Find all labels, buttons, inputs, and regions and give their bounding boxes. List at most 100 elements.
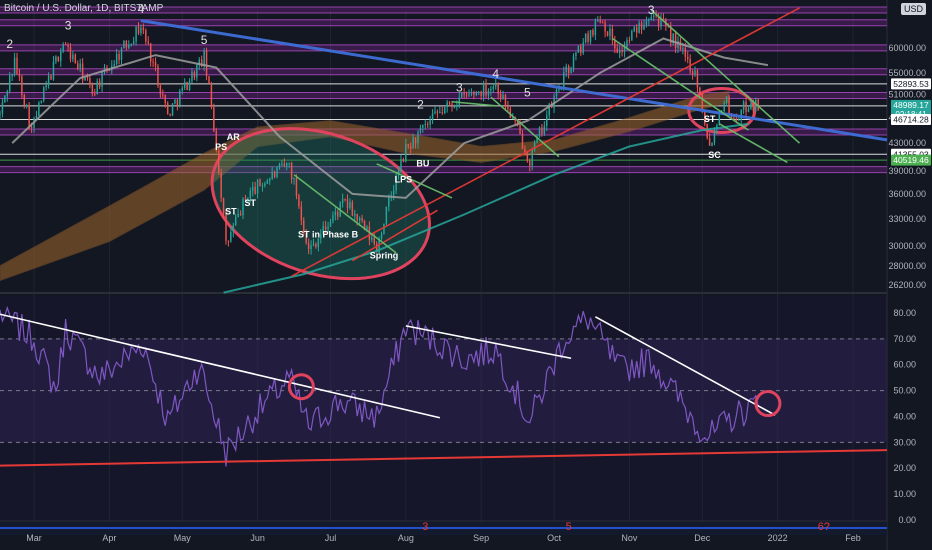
candle-body bbox=[395, 175, 397, 191]
oscillator-line bbox=[0, 305, 759, 467]
candle-body bbox=[142, 27, 145, 31]
candle-body bbox=[662, 18, 665, 20]
candle-body bbox=[684, 48, 687, 57]
candle-body bbox=[13, 57, 16, 75]
candle-body bbox=[356, 213, 358, 221]
time-tick-label: Dec bbox=[694, 533, 711, 543]
candle-body bbox=[261, 185, 264, 187]
candle-body bbox=[269, 178, 271, 181]
candle-body bbox=[419, 127, 422, 133]
candle-body bbox=[519, 125, 521, 134]
candle-body bbox=[252, 187, 254, 191]
candle-body bbox=[149, 43, 152, 62]
candle-body bbox=[640, 22, 643, 30]
candle-body bbox=[191, 71, 193, 82]
time-tick-label: Mar bbox=[26, 533, 42, 543]
candle-body bbox=[388, 196, 390, 207]
candle-body bbox=[563, 72, 565, 89]
candle-body bbox=[541, 127, 543, 135]
candle-body bbox=[324, 226, 327, 230]
level-band bbox=[0, 166, 887, 173]
price-tick-label: 33000.00 bbox=[888, 214, 926, 224]
candle-body bbox=[334, 211, 337, 216]
candle-body bbox=[140, 27, 142, 34]
candle-body bbox=[137, 26, 140, 34]
candle-body bbox=[460, 92, 463, 98]
candle-body bbox=[295, 177, 298, 196]
candle-body bbox=[669, 26, 672, 44]
price-tick-label: 36000.00 bbox=[888, 189, 926, 199]
price-trendlines[interactable] bbox=[140, 7, 888, 277]
candle-body bbox=[118, 53, 120, 60]
candle-body bbox=[52, 61, 55, 80]
candle-body bbox=[405, 143, 407, 162]
candle-body bbox=[62, 44, 64, 52]
candle-body bbox=[645, 20, 648, 26]
time-tick-label: Apr bbox=[102, 533, 116, 543]
candle-body bbox=[186, 81, 188, 90]
candle-body bbox=[516, 120, 519, 126]
candle-body bbox=[422, 124, 424, 128]
chart-annotation: 3 bbox=[456, 81, 463, 95]
candle-body bbox=[453, 106, 456, 108]
chart-annotation: 2 bbox=[417, 98, 424, 112]
candle-body bbox=[98, 81, 101, 87]
candle-body bbox=[463, 92, 465, 95]
candle-body bbox=[478, 91, 480, 93]
candle-body bbox=[409, 146, 412, 149]
candle-body bbox=[594, 20, 597, 36]
time-tick-label: Feb bbox=[845, 533, 861, 543]
candle-body bbox=[434, 111, 436, 114]
time-tick-label: Oct bbox=[547, 533, 562, 543]
level-band bbox=[0, 44, 887, 51]
candle-body bbox=[283, 163, 286, 166]
candle-body bbox=[125, 40, 128, 48]
candle-body bbox=[407, 143, 409, 147]
candle-body bbox=[706, 123, 708, 139]
candle-body bbox=[23, 95, 26, 106]
candle-body bbox=[164, 94, 166, 104]
candle-body bbox=[60, 51, 62, 62]
candle-body bbox=[327, 226, 329, 230]
candle-body bbox=[691, 71, 694, 75]
trendline bbox=[291, 7, 800, 277]
trendline bbox=[650, 9, 801, 144]
trendline bbox=[611, 37, 749, 131]
candle-body bbox=[655, 15, 657, 17]
candle-body bbox=[618, 49, 621, 53]
candle-body bbox=[638, 22, 640, 33]
candle-body bbox=[757, 99, 759, 110]
grid bbox=[0, 0, 888, 550]
candle-body bbox=[733, 117, 735, 119]
level-band bbox=[0, 19, 887, 26]
candle-body bbox=[230, 231, 232, 242]
candle-body bbox=[686, 56, 689, 59]
currency-badge: USD bbox=[900, 3, 926, 15]
oscillator-tick-label: 60.00 bbox=[893, 360, 916, 370]
candle-body bbox=[45, 85, 47, 88]
candle-body bbox=[166, 103, 169, 114]
candle-body bbox=[366, 226, 368, 230]
candle-body bbox=[346, 199, 349, 208]
candle-body bbox=[548, 103, 550, 116]
chart-annotation: 3 bbox=[65, 18, 72, 32]
candle-body bbox=[584, 33, 587, 43]
candle-body bbox=[81, 63, 84, 81]
candle-body bbox=[101, 70, 103, 87]
price-axis[interactable]: 26200.00 28000.00 30000.00 33000.00 36000.00… bbox=[888, 43, 931, 525]
candle-body bbox=[429, 119, 431, 125]
candle-body bbox=[456, 105, 458, 107]
candle-body bbox=[643, 25, 645, 30]
moving-averages bbox=[11, 37, 769, 294]
candle-body bbox=[609, 28, 611, 36]
candle-body bbox=[572, 55, 575, 69]
moving-average-line bbox=[11, 37, 769, 199]
candle-body bbox=[553, 96, 555, 108]
candle-body bbox=[84, 77, 86, 81]
time-axis[interactable]: Mar Apr May Jun Jul Aug Sep Oct Nov Dec 2022 Feb bbox=[26, 533, 860, 543]
trendline bbox=[293, 174, 397, 254]
candle-body bbox=[266, 180, 269, 184]
candle-body bbox=[154, 62, 157, 67]
time-tick-label: Jun bbox=[250, 533, 265, 543]
